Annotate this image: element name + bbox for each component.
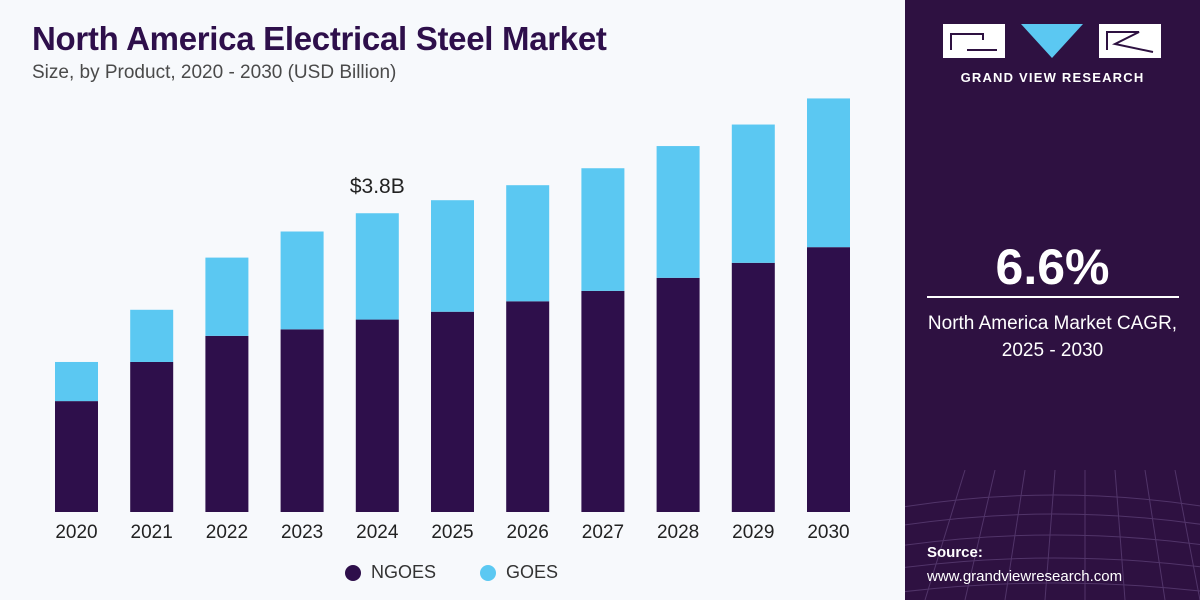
cagr-label-line-2: 2025 - 2030 [1001, 340, 1104, 361]
bar-ngoes-2030 [807, 247, 850, 512]
bar-goes-2021 [130, 309, 174, 362]
legend-item-ngoes: NGOES [345, 562, 436, 583]
data-label-2024: $3.8B [350, 175, 405, 198]
x-tick-label-2022: 2022 [206, 522, 248, 543]
bar-goes-2028 [656, 146, 700, 278]
chart-title: North America Electrical Steel Market [32, 20, 607, 57]
x-tick-label-2025: 2025 [431, 522, 473, 543]
x-tick-label-2021: 2021 [131, 522, 173, 543]
x-tick-label-2027: 2027 [582, 522, 624, 543]
bar-goes-2030 [807, 98, 850, 248]
bar-goes-2023 [280, 231, 324, 330]
bar-goes-2022 [205, 257, 249, 336]
bar-goes-2024 [355, 213, 399, 320]
x-tick-label-2026: 2026 [507, 522, 549, 543]
bar-ngoes-2022 [205, 335, 249, 512]
bar-ngoes-2029 [731, 262, 775, 512]
source-link[interactable]: www.grandviewresearch.com [927, 568, 1123, 585]
legend-swatch-ngoes [345, 564, 361, 581]
x-tick-label-2020: 2020 [55, 522, 97, 543]
bar-goes-2020 [55, 361, 98, 402]
legend-swatch-goes [480, 564, 497, 581]
info-panel: GRAND VIEW RESEARCH 6.6% North America M… [905, 0, 1200, 600]
x-tick-label-2030: 2030 [807, 522, 849, 543]
grand-view-research-logo-icon [943, 24, 1161, 58]
source-title: Source: [927, 544, 983, 561]
x-tick-label-2028: 2028 [657, 522, 699, 543]
bar-goes-2029 [731, 124, 775, 263]
bar-ngoes-2021 [130, 361, 174, 512]
legend-item-goes: GOES [480, 562, 558, 583]
x-tick-label-2024: 2024 [356, 522, 399, 543]
chart-subtitle: Size, by Product, 2020 - 2030 (USD Billi… [32, 62, 397, 83]
cagr-label: North America Market CAGR, 2025 - 2030 [905, 310, 1200, 364]
x-tick-label-2029: 2029 [732, 522, 774, 543]
cagr-value: 6.6% [995, 239, 1110, 295]
x-tick-label-2023: 2023 [281, 522, 323, 543]
stacked-bar-chart: 2020 2021 2022 2023 2024 2025 2026 2027 2028 2029… [55, 98, 850, 543]
decorative-grid-graphic [905, 470, 1200, 600]
bar-goes-2025 [431, 200, 474, 312]
cagr-divider [927, 296, 1179, 298]
bar-ngoes-2026 [506, 301, 550, 512]
brand-name: GRAND VIEW RESEARCH [960, 70, 1145, 85]
bar-goes-2027 [581, 168, 625, 291]
bar-ngoes-2025 [431, 311, 474, 512]
bar-ngoes-2023 [280, 329, 324, 512]
bar-ngoes-2028 [656, 277, 700, 512]
bar-ngoes-2027 [581, 290, 625, 512]
legend-label-goes: GOES [506, 562, 559, 582]
legend-label-ngoes: NGOES [371, 562, 437, 582]
chart-legend: NGOES GOES [345, 562, 592, 583]
chart-area: North America Electrical Steel Market Si… [32, 20, 850, 583]
bar-ngoes-2024 [355, 319, 399, 512]
bar-ngoes-2020 [55, 401, 98, 512]
cagr-label-line-1: North America Market CAGR, [927, 313, 1178, 334]
bar-goes-2026 [506, 185, 550, 302]
